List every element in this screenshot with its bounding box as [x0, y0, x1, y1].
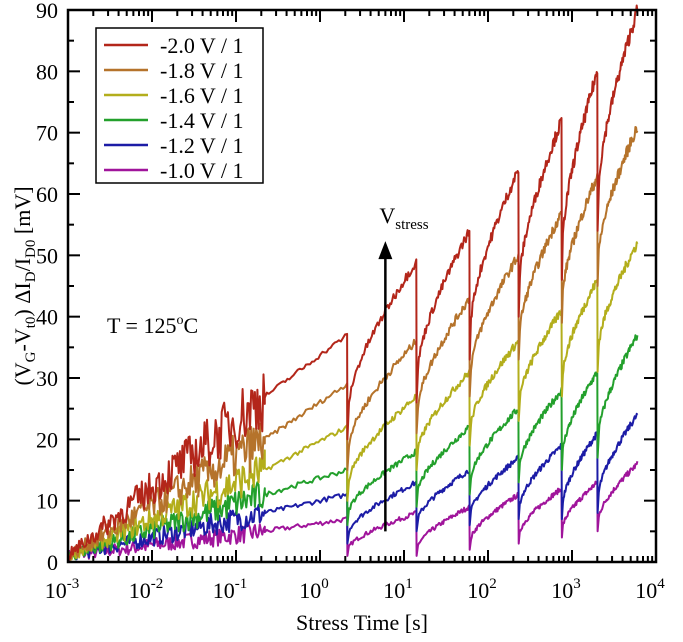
x-tick-label: 102 [467, 576, 497, 603]
plot-frame [66, 8, 658, 564]
series-line-1.21 [67, 412, 639, 562]
y-title-part: -V [10, 328, 35, 351]
y-title-part: (V [10, 362, 35, 385]
legend-label: -2.0 V / 1 [160, 33, 244, 58]
x-tick-label: 100 [299, 576, 329, 603]
y-tick-labels: 0 10 20 30 40 50 60 70 80 90 [36, 0, 58, 575]
y-tick-label: 70 [36, 121, 58, 146]
y-title-sub: G [23, 351, 39, 362]
x-axis-title: Stress Time [s] [296, 610, 428, 635]
x-tick-labels: 10-3 10-2 10-1 100 101 102 103 104 [45, 576, 666, 603]
y-title-part: [mV] [10, 186, 35, 239]
x-tick-label: 10-1 [213, 576, 248, 603]
vstress-arrow: Vstress [378, 203, 429, 532]
y-title-part: /I [10, 258, 35, 271]
y-tick-label: 90 [36, 0, 58, 23]
series-line-1.41 [67, 334, 639, 561]
y-tick-label: 50 [36, 243, 58, 268]
x-tick-label: 104 [635, 576, 665, 603]
legend-label: -1.8 V / 1 [160, 58, 244, 83]
x-tick-label: 101 [383, 576, 413, 603]
series-line-1.01 [67, 461, 639, 561]
y-tick-label: 80 [36, 59, 58, 84]
y-title-sub: t0 [23, 317, 39, 329]
legend-box [95, 27, 264, 184]
y-tick-label: 10 [36, 489, 58, 514]
legend-label: -1.6 V / 1 [160, 83, 244, 108]
y-title-part: ) ΔI [10, 282, 35, 316]
y-axis-title: (VG-Vt0) ΔID/ID0 [mV] [10, 186, 39, 385]
y-title-sub: D [23, 271, 39, 282]
legend-label: -1.0 V / 1 [160, 158, 244, 183]
temperature-annotation: T = 125oC [107, 313, 198, 338]
series-line-1.81 [67, 126, 639, 561]
series-line-1.61 [67, 241, 639, 561]
legend: -2.0 V / 1-1.8 V / 1-1.6 V / 1-1.4 V / 1… [95, 27, 264, 184]
y-tick-label: 30 [36, 366, 58, 391]
legend-label: -1.2 V / 1 [160, 133, 244, 158]
y-title-sub: D0 [23, 240, 39, 258]
y-tick-label: 0 [47, 550, 58, 575]
y-tick-label: 60 [36, 182, 58, 207]
x-tick-label: 10-3 [45, 576, 80, 603]
legend-label: -1.4 V / 1 [160, 108, 244, 133]
x-tick-label: 10-2 [129, 576, 164, 603]
series-line-2.01 [67, 4, 639, 561]
series-layer [67, 4, 639, 562]
y-tick-label: 40 [36, 305, 58, 330]
x-tick-label: 103 [551, 576, 581, 603]
arrow-head-icon [378, 241, 393, 260]
y-tick-label: 20 [36, 427, 58, 452]
vstress-label: Vstress [379, 203, 428, 233]
